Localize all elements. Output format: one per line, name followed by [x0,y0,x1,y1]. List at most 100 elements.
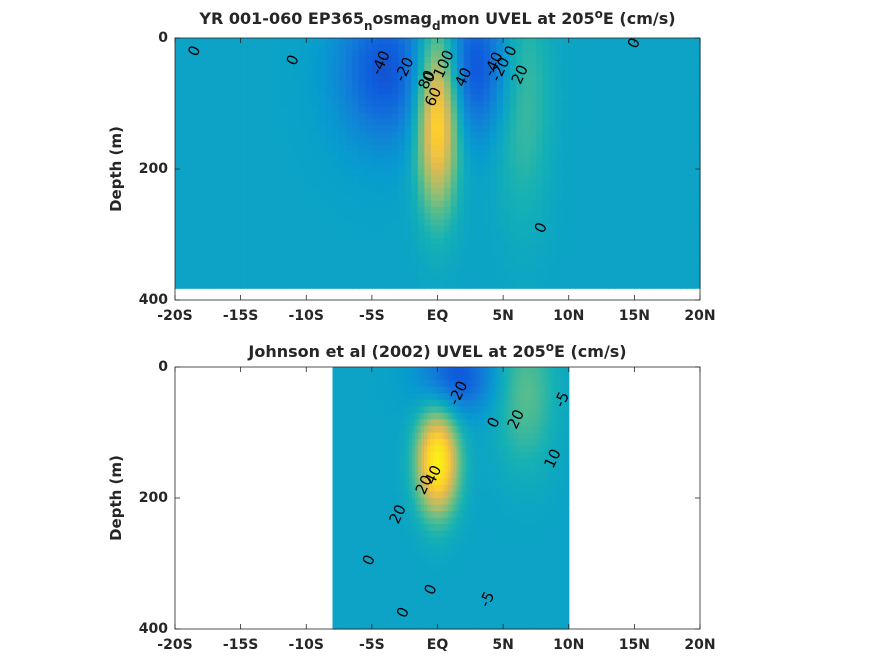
field-cell [430,231,439,239]
field-cell [483,269,491,277]
field-cell [595,75,603,83]
field-cell [370,556,375,565]
field-cell [234,213,242,221]
field-cell [391,596,396,604]
field-cell [693,63,701,70]
field-cell [435,425,440,434]
field-cell [614,50,622,58]
field-cell [601,75,609,83]
field-cell [253,163,261,170]
field-cell [640,250,649,258]
field-cell [549,250,557,258]
field-cell [647,88,655,95]
field-cell [601,100,609,108]
field-cell [227,219,235,227]
field-cell [398,275,406,283]
field-cell [456,556,461,565]
field-cell [417,75,425,83]
field-cell [575,119,583,127]
field-cell [400,537,404,545]
field-cell [406,419,410,427]
field-cell [516,169,524,177]
field-cell [411,44,419,52]
field-cell [429,491,434,499]
field-cell [503,250,511,258]
field-cell [575,275,583,283]
field-cell [398,144,406,152]
field-cell [476,275,485,283]
field-cell [424,175,432,183]
field-cell [457,138,465,145]
field-cell [411,138,419,145]
field-cell [188,281,196,289]
field-cell [394,412,399,420]
field-cell [435,484,440,493]
field-cell [347,570,351,578]
field-cell [503,269,511,277]
field-cell [367,478,372,486]
field-cell [299,200,307,208]
field-cell [364,373,369,381]
field-cell [453,465,458,473]
field-cell [188,125,196,133]
field-cell [608,188,616,195]
field-cell [529,94,537,102]
field-cell [403,570,407,578]
field-cell [338,452,342,460]
field-cell [362,458,366,466]
field-cell [382,367,387,375]
field-cell [214,244,222,252]
field-cell [391,194,399,202]
field-cell [483,69,491,77]
field-cell [385,530,390,538]
field-cell [344,530,348,538]
field-cell [535,263,544,271]
field-cell [404,181,412,189]
field-cell [421,432,425,440]
field-cell [456,517,461,525]
field-cell [338,406,342,414]
field-cell [347,530,351,538]
field-cell [214,238,222,246]
field-cell [394,615,399,624]
field-cell [286,88,294,95]
field-cell [627,81,635,89]
field-cell [280,44,288,52]
field-cell [438,471,443,479]
field-cell [382,439,387,447]
field-cell [385,445,390,453]
field-cell [385,150,393,158]
field-cell [450,75,458,83]
field-cell [188,213,196,221]
field-cell [356,550,360,558]
field-cell [260,100,268,108]
field-cell [595,69,603,77]
field-cell [385,119,393,127]
field-cell [391,530,396,538]
field-cell [686,44,695,52]
field-cell [379,432,384,440]
field-cell [444,432,449,440]
field-cell [634,75,642,83]
field-cell [175,94,183,102]
field-cell [391,458,396,466]
field-cell [601,119,609,127]
field-cell [601,275,609,283]
field-cell [430,200,439,208]
field-cell [260,256,268,264]
field-cell [447,406,452,414]
field-cell [429,609,434,617]
field-cell [220,69,229,77]
field-cell [379,537,384,545]
field-cell [404,50,412,58]
field-cell [444,550,449,558]
field-cell [522,81,530,89]
field-cell [418,393,422,401]
field-cell [647,163,655,170]
field-cell [306,156,314,164]
field-cell [429,465,434,473]
field-cell [627,163,635,170]
field-cell [450,88,458,95]
field-cell [444,119,452,127]
field-cell [503,150,511,158]
